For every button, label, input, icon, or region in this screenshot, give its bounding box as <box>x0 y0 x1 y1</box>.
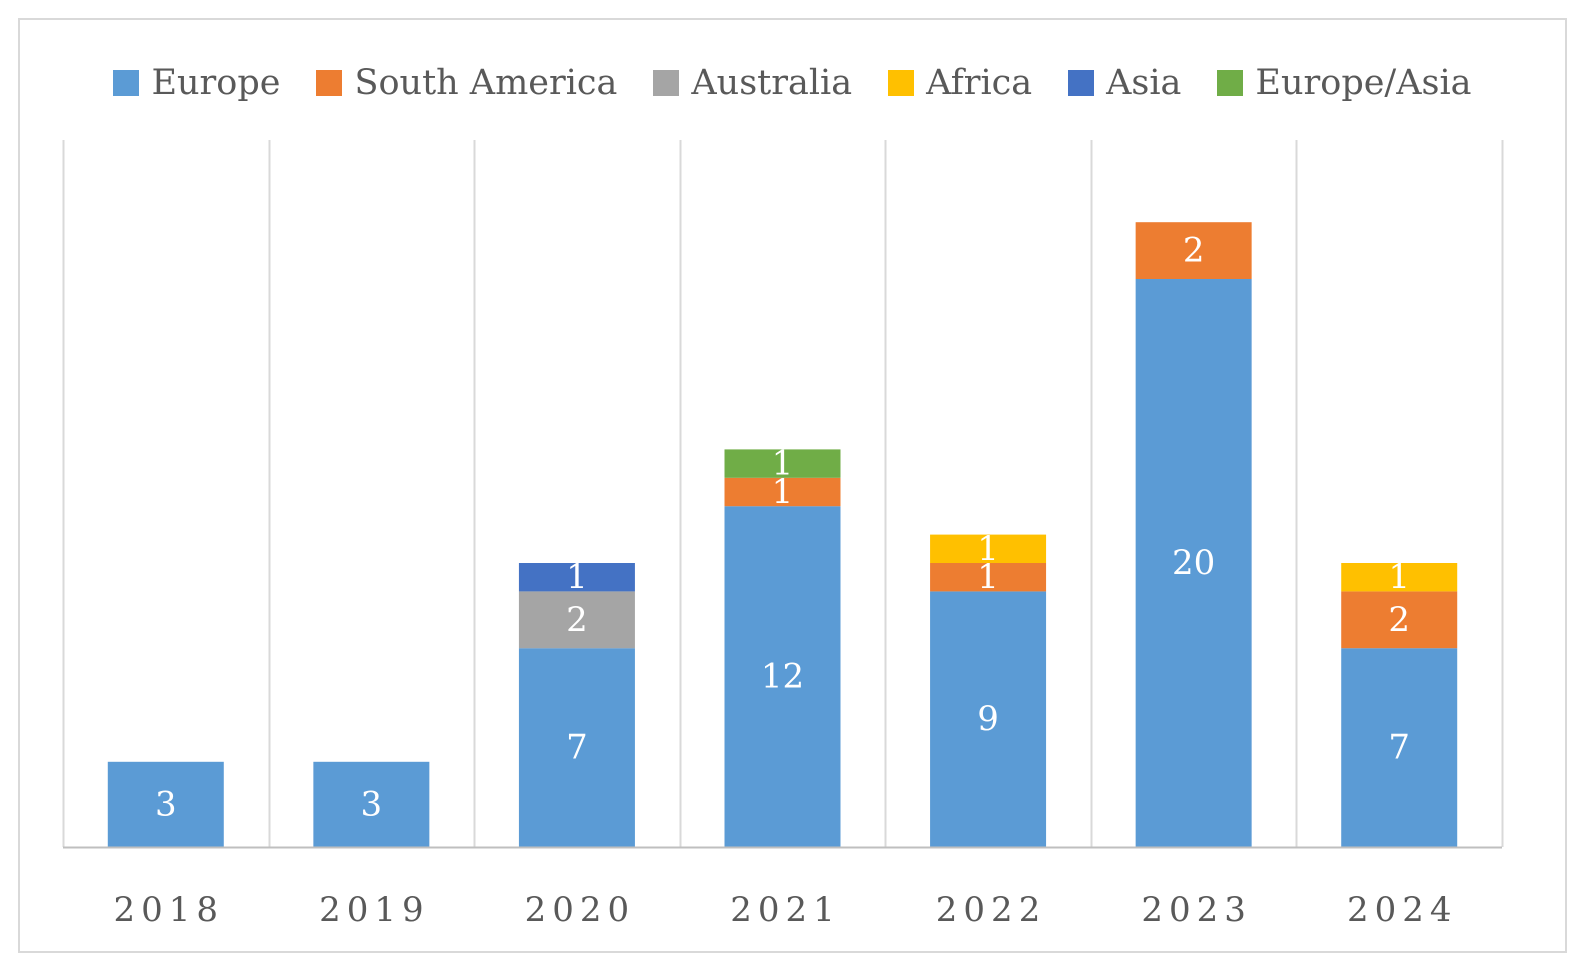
x-tick-label-2022: 2022 <box>936 890 1047 930</box>
legend-swatch-south-america <box>316 70 343 96</box>
x-tick-label-2024: 2024 <box>1347 890 1458 930</box>
bar-2024-africa <box>1341 563 1458 592</box>
bar-2024-south-america <box>1341 591 1458 649</box>
x-tick-label-2023: 2023 <box>1141 890 1252 930</box>
legend-swatch-europe-asia <box>1217 70 1244 96</box>
data-label-2022-europe: 9 <box>977 699 999 739</box>
legend-label-africa: Africa <box>926 63 1033 103</box>
data-label-2021-south-america: 1 <box>772 472 794 512</box>
bar-2022-europe <box>930 591 1047 847</box>
bar-2020-europe <box>518 648 635 847</box>
data-label-2024-europe: 7 <box>1388 728 1410 768</box>
data-label-2024-africa: 1 <box>1388 557 1410 597</box>
legend-label-europe-asia: Europe/Asia <box>1255 63 1472 103</box>
legend-swatch-australia <box>653 70 680 96</box>
legend-item-africa: Africa <box>888 63 1032 103</box>
bar-2018-europe <box>107 761 224 847</box>
data-label-2021-europe: 12 <box>761 657 804 697</box>
data-label-2022-south-america: 1 <box>977 557 999 597</box>
data-label-2020-asia: 1 <box>566 557 588 597</box>
legend-item-europe: Europe <box>113 63 280 103</box>
data-label-2024-south-america: 2 <box>1388 600 1410 640</box>
legend-swatch-africa <box>888 70 915 96</box>
legend-item-south-america: South America <box>316 63 617 103</box>
legend-label-europe: Europe <box>151 63 281 103</box>
data-label-2022-africa: 1 <box>977 529 999 569</box>
x-tick-label-2018: 2018 <box>114 890 225 930</box>
legend-swatch-europe <box>113 70 140 96</box>
bar-2023-europe <box>1135 279 1252 847</box>
data-label-2019-europe: 3 <box>361 784 383 824</box>
x-tick-label-2020: 2020 <box>525 890 636 930</box>
bar-2019-europe <box>313 761 430 847</box>
bar-2020-australia <box>518 591 635 649</box>
legend-label-australia: Australia <box>691 63 853 103</box>
data-label-2018-europe: 3 <box>155 784 177 824</box>
data-label-2020-europe: 7 <box>566 728 588 768</box>
bar-2024-europe <box>1341 648 1458 847</box>
bar-2023-south-america <box>1135 222 1252 279</box>
bar-2020-asia <box>518 563 635 592</box>
legend-label-asia: Asia <box>1106 63 1182 103</box>
legend-label-south-america: South America <box>354 63 618 103</box>
legend-item-asia: Asia <box>1068 63 1181 103</box>
legend-swatch-asia <box>1068 70 1095 96</box>
bar-2022-south-america <box>930 563 1047 592</box>
legend-item-europe-asia: Europe/Asia <box>1217 63 1472 103</box>
data-label-2020-australia: 2 <box>566 600 588 640</box>
legend: Europe South America Australia Africa As… <box>0 58 1585 108</box>
legend-item-australia: Australia <box>653 63 852 103</box>
data-label-2023-south-america: 2 <box>1183 231 1205 271</box>
bar-2022-africa <box>930 534 1047 563</box>
bar-2021-south-america <box>724 477 841 507</box>
bar-2021-europe <box>724 506 841 847</box>
bar-2021-europe-asia <box>724 449 841 478</box>
x-tick-label-2019: 2019 <box>319 890 430 930</box>
x-tick-label-2021: 2021 <box>730 890 841 930</box>
data-label-2021-europe-asia: 1 <box>772 444 794 484</box>
data-label-2023-europe: 20 <box>1172 543 1215 583</box>
